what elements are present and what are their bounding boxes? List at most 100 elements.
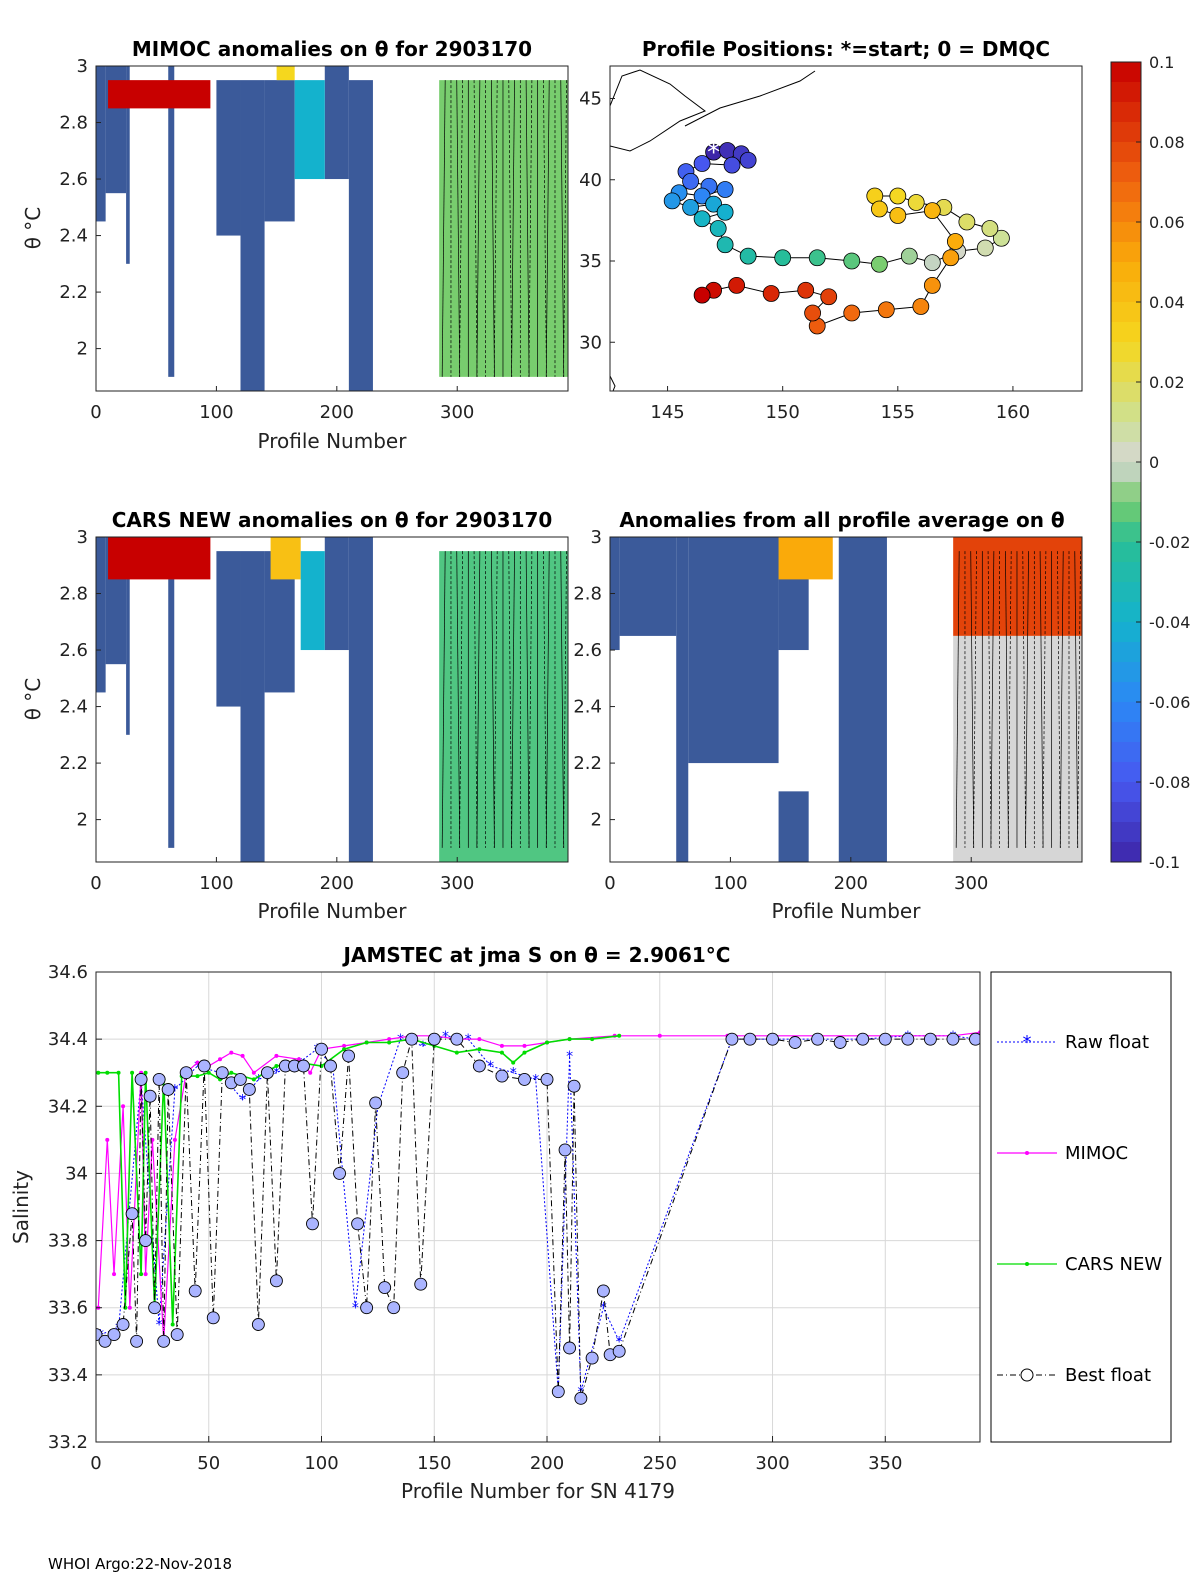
profile-position-marker — [923, 254, 941, 272]
positions-xtick-label: 145 — [650, 402, 684, 423]
mimoc-contour-line — [508, 80, 513, 377]
profile-position-marker — [693, 155, 711, 172]
jamstec-xtick-label: 0 — [90, 1453, 101, 1474]
colorbar-tick-label: -0.04 — [1149, 613, 1190, 632]
asterisk-marker-icon: * — [1023, 1032, 1032, 1053]
average-heatmap-cell — [838, 537, 887, 862]
cars-anomaly-panel: 0 100 200 300 2 2.2 2.4 2.6 2.8 3 — [59, 527, 569, 894]
series-point-mimoc — [657, 1033, 662, 1038]
profile-position-marker — [709, 220, 727, 237]
profile-position-marker — [889, 207, 907, 224]
profile-position-marker — [843, 304, 861, 322]
series-point-best-float — [148, 1301, 162, 1315]
colorbar-segment — [1111, 462, 1141, 483]
average-ytick-label: 3 — [591, 527, 602, 548]
jamstec-xtick-label: 300 — [755, 1453, 789, 1474]
series-point-best-float — [125, 1207, 139, 1221]
cars-xtick-label: 300 — [440, 873, 474, 894]
colorbar-segment — [1111, 402, 1141, 423]
positions-map-area: * — [610, 69, 1010, 391]
mimoc-title: MIMOC anomalies on θ for 2903170 — [132, 37, 532, 61]
average-xtick-label: 100 — [713, 873, 747, 894]
series-point-best-float — [396, 1066, 410, 1080]
profile-position-marker — [693, 210, 711, 228]
series-point-best-float — [107, 1328, 121, 1342]
profile-position-marker — [804, 304, 822, 322]
colorbar-segment — [1111, 522, 1141, 543]
cars-ytick-label: 2.4 — [59, 697, 88, 718]
series-point-mimoc — [105, 1137, 110, 1142]
average-contour-line — [1057, 551, 1061, 848]
cars-xtick-label: 0 — [90, 873, 101, 894]
average-heatmap-cell — [953, 537, 1082, 636]
series-point-mimoc — [274, 1053, 279, 1058]
series-point-best-float — [242, 1083, 256, 1096]
series-point-best-float — [923, 1032, 937, 1046]
profile-position-marker — [870, 200, 888, 218]
mimoc-xtick-label: 300 — [440, 402, 474, 423]
series-point-best-float — [251, 1318, 265, 1331]
cars-heatmap-cell — [96, 537, 106, 693]
profile-position-marker — [942, 249, 960, 267]
colorbar-segment — [1111, 822, 1141, 843]
colorbar-segment — [1111, 62, 1141, 83]
series-point-best-float — [170, 1328, 184, 1342]
average-contour-line — [1042, 551, 1047, 848]
series-point-mimoc — [112, 1272, 117, 1277]
average-contour-line — [1074, 551, 1079, 848]
colorbar-segment — [1111, 582, 1141, 603]
mimoc-contour-line — [456, 80, 461, 377]
mimoc-contour-line — [525, 80, 530, 377]
series-point-mimoc — [296, 1057, 301, 1062]
mimoc-contour-line — [511, 80, 515, 377]
series-point-best-float — [585, 1351, 599, 1365]
series-point-best-float — [139, 1234, 153, 1248]
profile-position-marker — [923, 202, 941, 220]
mimoc-xlabel: Profile Number — [258, 429, 408, 453]
series-point-best-float — [472, 1059, 486, 1073]
average-ytick-label: 2.4 — [573, 697, 602, 718]
average-xtick-label: 0 — [604, 873, 615, 894]
start-asterisk-marker: * — [707, 138, 720, 168]
series-point-best-float — [596, 1284, 610, 1298]
series-point-best-float — [342, 1049, 356, 1063]
average-heatmap-cell — [778, 537, 833, 580]
colorbar-segment — [1111, 422, 1141, 443]
series-point-best-float — [179, 1066, 193, 1080]
jamstec-xtick-label: 150 — [417, 1453, 451, 1474]
average-title: Anomalies from all profile average on θ — [619, 508, 1064, 532]
series-point-best-float — [766, 1032, 779, 1046]
cars-contour-line — [459, 551, 463, 848]
series-point-best-float — [563, 1341, 577, 1355]
average-heatmap-cell — [778, 791, 809, 862]
cars-heatmap-cell — [240, 551, 265, 862]
series-point-best-float — [878, 1032, 892, 1046]
profile-position-marker — [958, 213, 976, 231]
mimoc-ytick-label: 2 — [77, 339, 88, 360]
colorbar-segment — [1111, 562, 1141, 583]
jamstec-title: JAMSTEC at jma S on θ = 2.9061°C — [342, 943, 731, 967]
colorbar-tick-label: 0.1 — [1149, 53, 1174, 72]
colorbar-segment — [1111, 442, 1141, 463]
profile-position-marker — [716, 181, 734, 198]
jamstec-ytick-label: 33.8 — [48, 1231, 88, 1252]
series-point-mimoc — [229, 1050, 234, 1055]
series-point-cars-new — [364, 1040, 369, 1045]
series-point-mimoc — [387, 1037, 392, 1042]
series-point-cars-new — [123, 1305, 128, 1310]
series-point-mimoc — [240, 1053, 245, 1058]
average-contour-line — [1007, 551, 1012, 848]
series-line-best-float — [96, 1038, 976, 1399]
colorbar-segment — [1111, 482, 1141, 503]
colorbar-segment — [1111, 842, 1141, 863]
average-heatmap-cell — [676, 537, 689, 862]
series-point-best-float — [518, 1072, 531, 1086]
jamstec-ytick-label: 34.2 — [48, 1096, 88, 1117]
cars-ytick-label: 2.6 — [59, 640, 88, 661]
jamstec-xtick-label: 50 — [197, 1453, 220, 1474]
series-point-best-float — [551, 1385, 565, 1399]
profile-position-marker — [739, 247, 757, 265]
cars-contour-line — [528, 551, 533, 848]
cars-ytick-label: 3 — [77, 527, 88, 548]
